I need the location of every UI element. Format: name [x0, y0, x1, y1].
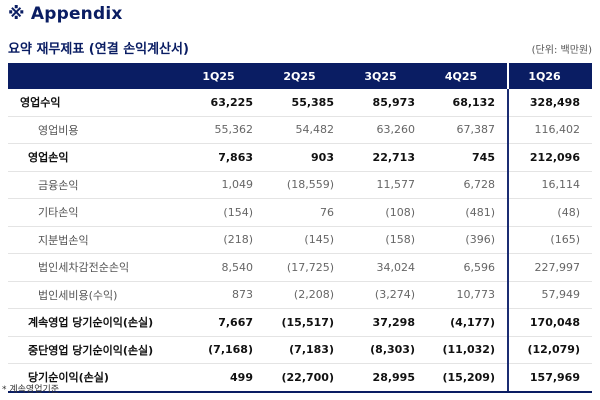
row-value: (48) — [507, 198, 592, 227]
row-value: (481) — [427, 198, 508, 227]
row-value: (4,177) — [427, 308, 508, 337]
row-value: (7,168) — [184, 336, 265, 364]
row-value: (154) — [184, 198, 265, 227]
row-value: (165) — [507, 226, 592, 254]
row-value: (15,517) — [265, 308, 346, 337]
row-value: 745 — [427, 143, 508, 172]
appendix-title: ※ Appendix — [8, 4, 123, 24]
row-value: 16,114 — [507, 171, 592, 199]
header-4q25: 4Q25 — [427, 63, 508, 89]
table-row: 영업수익 63,225 55,385 85,973 68,132 328,498 — [8, 89, 592, 117]
row-value: 85,973 — [346, 89, 427, 117]
row-value: 873 — [184, 281, 265, 309]
row-value: (158) — [346, 226, 427, 254]
row-value: (145) — [265, 226, 346, 254]
header-row: 1Q25 2Q25 3Q25 4Q25 1Q26 — [8, 63, 592, 89]
table-row: 법인세비용(수익) 873 (2,208) (3,274) 10,773 57,949 — [8, 281, 592, 309]
row-value: 57,949 — [507, 281, 592, 309]
row-value: 903 — [265, 143, 346, 172]
row-value: (8,303) — [346, 336, 427, 364]
row-value: (108) — [346, 198, 427, 227]
row-value: (22,700) — [265, 363, 346, 393]
table-row: 지분법손익 (218) (145) (158) (396) (165) — [8, 226, 592, 254]
table-row: 금융손익 1,049 (18,559) 11,577 6,728 16,114 — [8, 171, 592, 199]
row-value: 55,385 — [265, 89, 346, 117]
table-heading: 요약 재무제표 (연결 손익계산서) (단위: 백만원) — [8, 38, 600, 58]
header-3q25: 3Q25 — [346, 63, 427, 89]
row-value: 34,024 — [346, 253, 427, 282]
footnote: * 계속영업기준 — [2, 385, 60, 395]
row-value: (17,725) — [265, 253, 346, 282]
header-2q25: 2Q25 — [265, 63, 346, 89]
row-label: 법인세비용(수익) — [8, 281, 184, 309]
header-1q26: 1Q26 — [507, 63, 592, 89]
row-label: 법인세차감전순손익 — [8, 253, 184, 282]
table-row: 기타손익 (154) 76 (108) (481) (48) — [8, 198, 592, 227]
row-value: 37,298 — [346, 308, 427, 337]
row-value: 10,773 — [427, 281, 508, 309]
row-value: 76 — [265, 198, 346, 227]
row-value: 212,096 — [507, 143, 592, 172]
row-value: (12,079) — [507, 336, 592, 364]
row-label: 영업수익 — [8, 89, 184, 117]
table-row: 중단영업 당기순이익(손실) (7,168) (7,183) (8,303) (11,0… — [8, 336, 592, 364]
row-value: (218) — [184, 226, 265, 254]
row-label: 금융손익 — [8, 171, 184, 199]
row-value: (2,208) — [265, 281, 346, 309]
table-row: 법인세차감전순손익 8,540 (17,725) 34,024 6,596 227,997 — [8, 253, 592, 282]
row-value: 67,387 — [427, 116, 508, 144]
row-value: (18,559) — [265, 171, 346, 199]
row-label: 중단영업 당기순이익(손실) — [8, 336, 184, 364]
row-value: 227,997 — [507, 253, 592, 282]
row-value: (3,274) — [346, 281, 427, 309]
header-1q25: 1Q25 — [184, 63, 265, 89]
row-value: 1,049 — [184, 171, 265, 199]
unit-note: (단위: 백만원) — [531, 45, 592, 56]
row-label: 영업비용 — [8, 116, 184, 144]
row-value: 7,863 — [184, 143, 265, 172]
row-value: 328,498 — [507, 89, 592, 117]
row-value: (11,032) — [427, 336, 508, 364]
row-value: 11,577 — [346, 171, 427, 199]
row-label: 영업손익 — [8, 143, 184, 172]
row-label: 지분법손익 — [8, 226, 184, 254]
statement-title: 요약 재무제표 (연결 손익계산서) — [8, 42, 189, 57]
table-row: 영업비용 55,362 54,482 63,260 67,387 116,402 — [8, 116, 592, 144]
row-value: 28,995 — [346, 363, 427, 393]
row-value: 8,540 — [184, 253, 265, 282]
row-value: 55,362 — [184, 116, 265, 144]
row-value: 22,713 — [346, 143, 427, 172]
row-value: 6,596 — [427, 253, 508, 282]
row-value: 6,728 — [427, 171, 508, 199]
row-value: 63,260 — [346, 116, 427, 144]
header-blank — [8, 63, 184, 89]
row-label: 당기순이익(손실) — [8, 363, 184, 393]
row-label: 계속영업 당기순이익(손실) — [8, 308, 184, 337]
row-value: 63,225 — [184, 89, 265, 117]
row-value: (396) — [427, 226, 508, 254]
row-value: 499 — [184, 363, 265, 393]
row-value: 116,402 — [507, 116, 592, 144]
row-value: (15,209) — [427, 363, 508, 393]
row-value: 7,667 — [184, 308, 265, 337]
row-value: 170,048 — [507, 308, 592, 337]
row-label: 기타손익 — [8, 198, 184, 227]
row-value: (7,183) — [265, 336, 346, 364]
row-value: 157,969 — [507, 363, 592, 393]
row-value: 68,132 — [427, 89, 508, 117]
table-row: 영업손익 7,863 903 22,713 745 212,096 — [8, 143, 592, 172]
table-row: 당기순이익(손실) 499 (22,700) 28,995 (15,209) 157,96… — [8, 363, 592, 393]
row-value: 54,482 — [265, 116, 346, 144]
table-row: 계속영업 당기순이익(손실) 7,667 (15,517) 37,298 (4,177)… — [8, 308, 592, 337]
income-statement-table: 1Q25 2Q25 3Q25 4Q25 1Q26 영업수익 63,225 55,38… — [8, 63, 592, 393]
